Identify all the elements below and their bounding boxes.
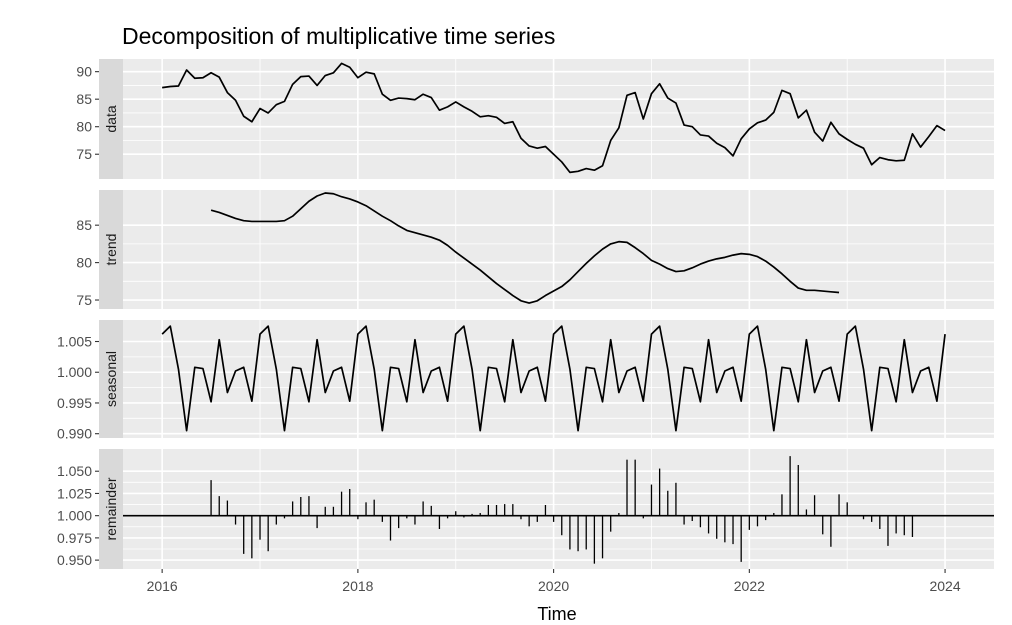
panel-background	[123, 190, 994, 309]
y-tick-label: 80	[76, 255, 92, 271]
x-tick-label: 2018	[342, 578, 373, 594]
chart-title: Decomposition of multiplicative time ser…	[122, 23, 555, 49]
y-tick-label: 90	[76, 64, 92, 80]
y-tick-label: 85	[76, 217, 92, 233]
panel-background	[123, 320, 994, 438]
series-line-seasonal	[161, 325, 946, 432]
panel-data: data 75 80 85 90	[76, 59, 994, 179]
y-tick-label: 85	[76, 91, 92, 107]
x-tick-label: 2024	[929, 578, 960, 594]
y-tick-label: 0.990	[57, 426, 92, 442]
panel-seasonal: seasonal 0.990 0.995 1.000 1.005	[57, 320, 994, 442]
strip-label-remainder: remainder	[103, 477, 119, 540]
x-axis: 2016 2018 2020 2022 2024	[147, 569, 961, 594]
strip-seasonal	[99, 320, 123, 438]
x-tick-label: 2022	[734, 578, 765, 594]
y-tick-label: 1.000	[57, 364, 92, 380]
strip-trend	[99, 190, 123, 309]
y-tick-label: 80	[76, 119, 92, 135]
panel-remainder: remainder 0.950 0.975 1.000 1.025 1.050	[57, 449, 994, 569]
y-tick-label: 0.950	[57, 552, 92, 568]
y-tick-label: 0.975	[57, 530, 92, 546]
y-tick-label: 75	[76, 146, 92, 162]
y-tick-label: 0.995	[57, 395, 92, 411]
series-line-data	[162, 62, 946, 174]
strip-label-data: data	[103, 105, 119, 132]
x-tick-label: 2020	[538, 578, 569, 594]
panel-trend: trend 75 80 85	[76, 190, 994, 309]
panels-layer: data 75 80 85 90 trend 75 80 85 seasonal 0.990 0.99…	[57, 59, 994, 569]
strip-data	[99, 59, 123, 179]
panel-background	[123, 449, 994, 569]
series-line-trend	[210, 192, 840, 304]
strip-remainder	[99, 449, 123, 569]
y-tick-label: 1.000	[57, 508, 92, 524]
x-tick-label: 2016	[147, 578, 178, 594]
y-tick-label: 1.050	[57, 463, 92, 479]
strip-label-seasonal: seasonal	[103, 351, 119, 407]
y-tick-label: 75	[76, 292, 92, 308]
strip-label-trend: trend	[103, 234, 119, 266]
y-tick-label: 1.005	[57, 334, 92, 350]
y-tick-label: 1.025	[57, 485, 92, 501]
x-axis-title: Time	[537, 604, 576, 624]
